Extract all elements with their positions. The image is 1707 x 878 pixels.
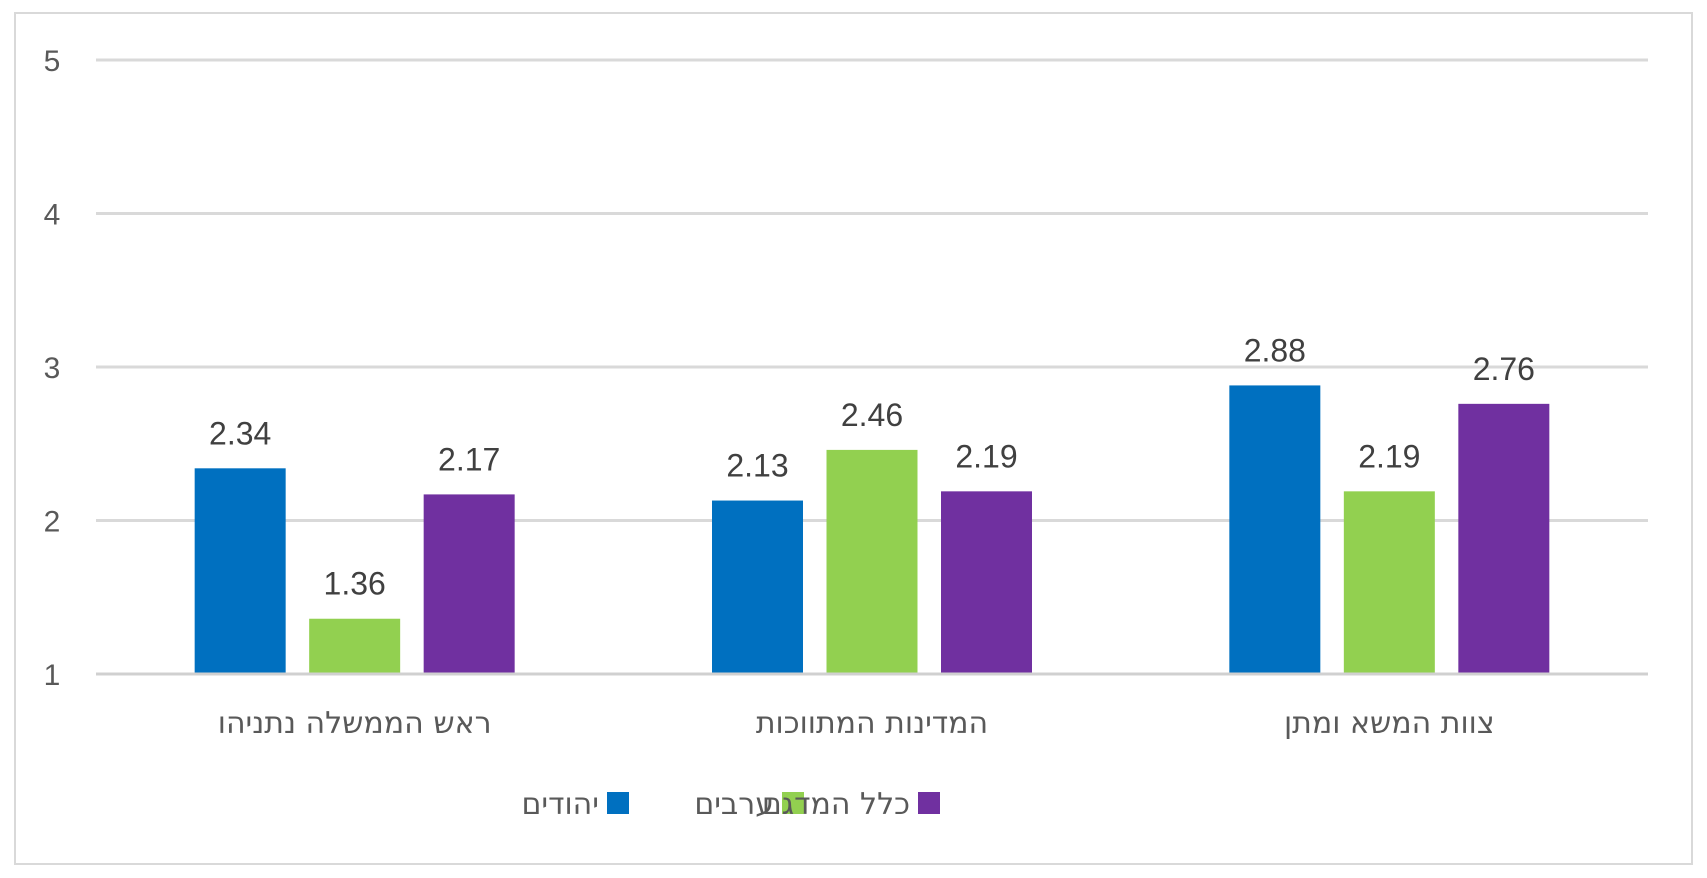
legend-label: כלל המדגם	[762, 787, 910, 822]
bar-2-1	[309, 618, 401, 674]
data-label: 1.36	[324, 566, 386, 602]
bar-1-2	[712, 500, 803, 674]
data-label: 2.19	[1358, 438, 1420, 474]
y-tick-label: 1	[44, 659, 61, 692]
legend-label: יהודים	[522, 787, 599, 822]
data-label: 2.34	[209, 415, 271, 451]
bar-3-2	[941, 491, 1032, 674]
bar-1-3	[1229, 385, 1321, 674]
category-label: המדינות המתווכות	[756, 706, 988, 741]
bar-3-3	[1458, 403, 1550, 674]
bar-1-1	[194, 468, 286, 674]
y-tick-label: 4	[44, 199, 61, 232]
legend-swatch	[918, 792, 940, 814]
bar-2-2	[826, 449, 918, 674]
legend-swatch	[782, 792, 804, 814]
chart-frame	[14, 12, 1693, 865]
bar-3-1	[423, 494, 515, 674]
data-label: 2.88	[1244, 332, 1306, 368]
data-label: 2.13	[726, 448, 788, 484]
legend-label: ערבים	[694, 787, 774, 822]
category-label: ראש הממשלה נתניהו	[218, 706, 492, 741]
data-label: 2.19	[955, 438, 1017, 474]
data-label: 2.46	[841, 397, 903, 433]
y-tick-label: 2	[44, 506, 61, 539]
legend-swatch	[607, 792, 629, 814]
bar-2-3	[1343, 491, 1435, 674]
category-label: צוות המשא ומתן	[1284, 706, 1495, 741]
y-tick-label: 5	[44, 45, 61, 78]
y-tick-label: 3	[44, 352, 61, 385]
data-label: 2.76	[1473, 351, 1535, 387]
data-label: 2.17	[438, 441, 500, 477]
